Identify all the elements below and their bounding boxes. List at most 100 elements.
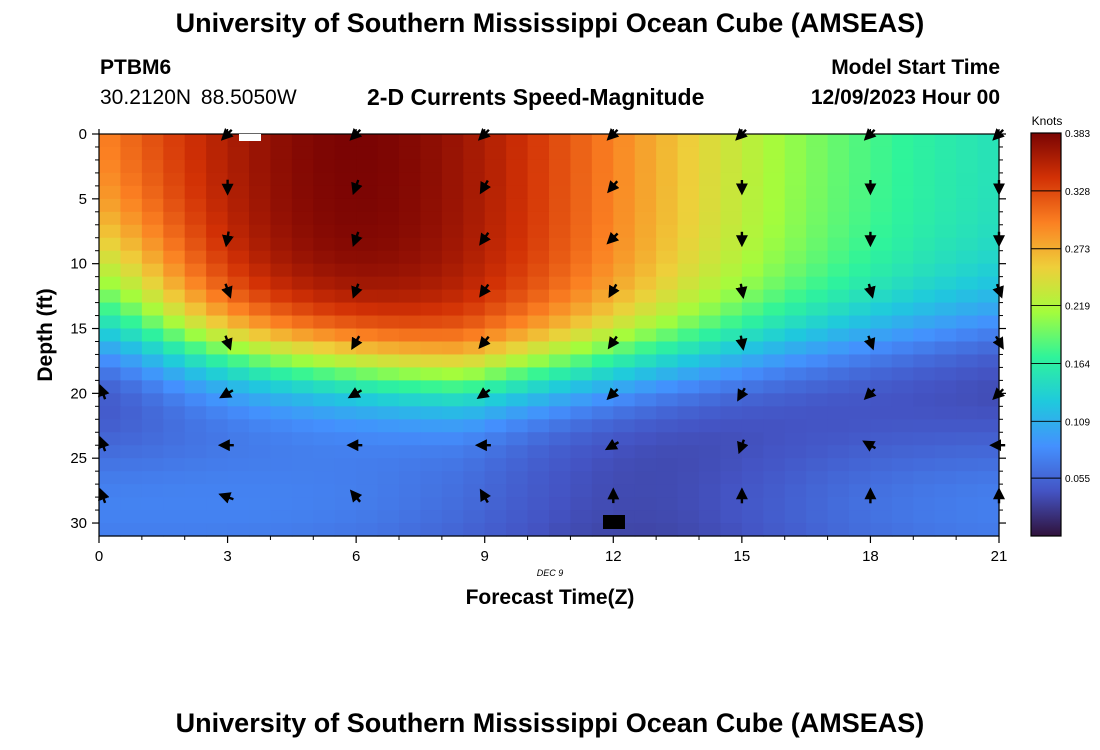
heatmap-cell: [270, 393, 293, 407]
heatmap-cell: [977, 380, 1000, 394]
heatmap-cell: [891, 315, 914, 330]
heatmap-cell: [699, 172, 722, 187]
heatmap-cell: [291, 406, 314, 420]
heatmap-cell: [634, 302, 657, 317]
heatmap-cell: [227, 146, 250, 161]
heatmap-cell: [120, 289, 143, 304]
heatmap-cell: [313, 484, 336, 498]
chart-title: University of Southern Mississippi Ocean…: [175, 8, 925, 38]
heatmap-cell: [913, 159, 936, 174]
heatmap-cell: [377, 419, 400, 433]
heatmap-cell: [699, 380, 722, 394]
heatmap-cell: [184, 432, 207, 446]
heatmap-cell: [699, 510, 722, 524]
heatmap-cell: [784, 185, 807, 200]
heatmap-cell: [656, 263, 679, 278]
heatmap-cell: [463, 211, 486, 226]
y-tick-label: 5: [79, 191, 87, 208]
heatmap-cell: [891, 406, 914, 420]
heatmap-cell: [291, 432, 314, 446]
heatmap-cell: [120, 354, 143, 369]
heatmap-cell: [270, 510, 293, 524]
heatmap-cell: [484, 198, 507, 213]
heatmap-cell: [463, 367, 486, 381]
heatmap-cell: [699, 237, 722, 252]
heatmap-cell: [99, 134, 122, 148]
model-start-label: Model Start Time: [831, 56, 1000, 79]
heatmap-cell: [527, 211, 550, 226]
heatmap-cell: [720, 406, 743, 420]
heatmap-cell: [249, 380, 272, 394]
heatmap-cell: [527, 354, 550, 369]
heatmap-cell: [849, 276, 872, 291]
heatmap-cell: [441, 198, 464, 213]
heatmap-cell: [741, 146, 764, 161]
heatmap-cell: [163, 185, 186, 200]
heatmap-cell: [377, 263, 400, 278]
heatmap-cell: [591, 263, 614, 278]
current-vector: [222, 231, 234, 248]
x-axis-label: Forecast Time(Z): [466, 586, 635, 609]
heatmap-cell: [420, 484, 443, 498]
heatmap-cell: [420, 354, 443, 369]
heatmap-cell: [934, 237, 957, 252]
heatmap-cell: [656, 328, 679, 343]
heatmap-cell: [634, 510, 657, 524]
heatmap-cell: [549, 380, 572, 394]
heatmap-cell: [270, 328, 293, 343]
heatmap-cell: [420, 510, 443, 524]
x-tick-label: 15: [734, 548, 751, 565]
heatmap-cell: [549, 497, 572, 511]
heatmap-cell: [484, 367, 507, 381]
heatmap-cell: [206, 237, 229, 252]
heatmap-cell: [784, 341, 807, 356]
heatmap-cell: [184, 198, 207, 213]
heatmap-cell: [741, 510, 764, 524]
heatmap-cell: [377, 523, 400, 537]
heatmap-cell: [956, 419, 979, 433]
heatmap-cell: [763, 419, 786, 433]
heatmap-cell: [463, 523, 486, 537]
heatmap-cell: [313, 263, 336, 278]
heatmap-cell: [206, 263, 229, 278]
heatmap-cell: [99, 393, 122, 407]
heatmap-cell: [956, 354, 979, 369]
heatmap-cell: [806, 159, 829, 174]
heatmap-cell: [399, 198, 422, 213]
heatmap-cell: [120, 367, 143, 381]
heatmap-cell: [270, 406, 293, 420]
heatmap-cell: [163, 497, 186, 511]
heatmap-cell: [677, 315, 700, 330]
heatmap-cell: [977, 406, 1000, 420]
heatmap-cell: [527, 237, 550, 252]
heatmap-cell: [870, 185, 893, 200]
heatmap-cell: [441, 328, 464, 343]
heatmap-cell: [913, 289, 936, 304]
heatmap-cell: [720, 185, 743, 200]
heatmap-cell: [977, 484, 1000, 498]
heatmap-cell: [163, 393, 186, 407]
heatmap-cell: [913, 224, 936, 239]
heatmap-cell: [763, 211, 786, 226]
heatmap-cell: [120, 302, 143, 317]
heatmap-cell: [720, 419, 743, 433]
heatmap-cell: [399, 393, 422, 407]
heatmap-cell: [956, 211, 979, 226]
heatmap-cell: [570, 159, 593, 174]
heatmap-cell: [441, 367, 464, 381]
heatmap-cell: [806, 289, 829, 304]
heatmap-cell: [313, 250, 336, 265]
colorbar-tick-label: 0.109: [1065, 417, 1090, 428]
current-vector: [479, 232, 491, 246]
heatmap-cell: [527, 276, 550, 291]
heatmap-cell: [827, 510, 850, 524]
heatmap-cell: [977, 198, 1000, 213]
heatmap-cell: [763, 445, 786, 459]
heatmap-cell: [141, 276, 164, 291]
heatmap-cell: [570, 341, 593, 356]
heatmap-cell: [484, 432, 507, 446]
heatmap-cell: [334, 237, 357, 252]
heatmap-cell: [141, 367, 164, 381]
current-vector: [476, 387, 491, 399]
current-vector: [221, 335, 233, 351]
